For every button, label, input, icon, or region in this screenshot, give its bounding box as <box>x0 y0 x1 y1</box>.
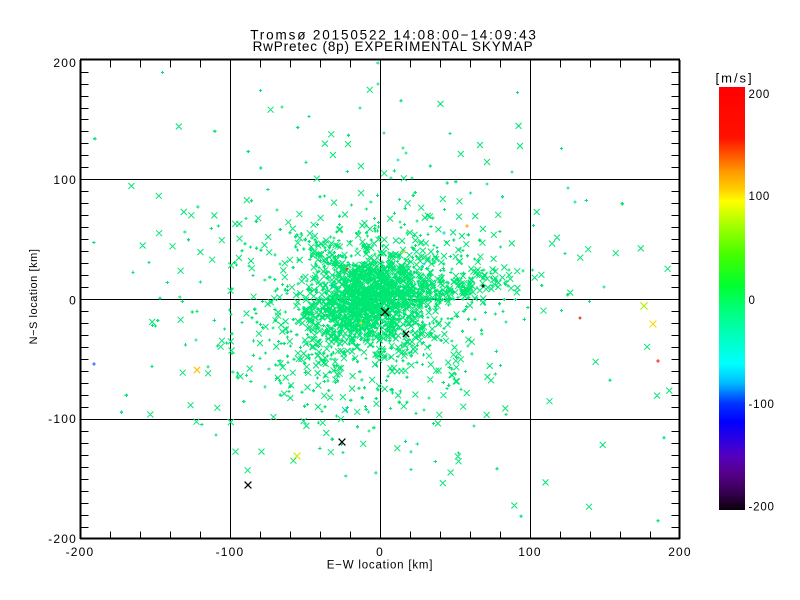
svg-text:-200: -200 <box>749 502 775 514</box>
svg-text:100: 100 <box>749 191 771 203</box>
svg-text:-100: -100 <box>749 399 775 411</box>
svg-text:-200: -200 <box>48 532 77 546</box>
svg-text:0: 0 <box>376 545 384 559</box>
svg-text:Tromsø 20150522 14:08:00−14:09: Tromsø 20150522 14:08:00−14:09:43 <box>250 28 538 43</box>
svg-text:200: 200 <box>749 89 771 101</box>
svg-text:-200: -200 <box>66 545 95 559</box>
svg-text:-100: -100 <box>48 412 77 426</box>
svg-text:100: 100 <box>53 173 77 187</box>
svg-text:RwPretec (8p) EXPERIMENTAL SKY: RwPretec (8p) EXPERIMENTAL SKYMAP <box>253 39 534 54</box>
svg-text:N−S location [km]: N−S location [km] <box>28 249 40 345</box>
svg-text:-100: -100 <box>216 545 245 559</box>
svg-text:200: 200 <box>53 56 77 70</box>
svg-text:0: 0 <box>69 294 77 308</box>
svg-text:100: 100 <box>518 545 542 559</box>
svg-text:[m/s]: [m/s] <box>716 71 754 86</box>
svg-text:0: 0 <box>749 295 756 307</box>
svg-text:200: 200 <box>668 545 692 559</box>
svg-text:E−W location [km]: E−W location [km] <box>327 560 434 572</box>
